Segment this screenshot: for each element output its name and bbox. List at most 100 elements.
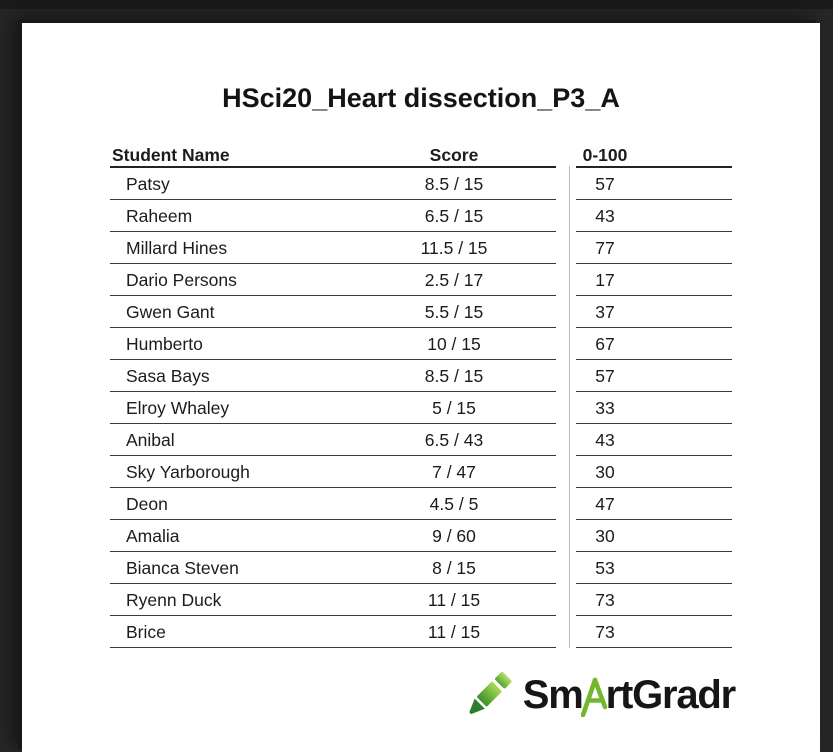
- row-main-cells: Raheem 6.5 / 15: [110, 200, 556, 232]
- column-gap: [556, 140, 576, 168]
- column-gap: [556, 168, 576, 200]
- student-name-cell: Amalia: [126, 526, 180, 546]
- row-main-cells: Humberto 10 / 15: [110, 328, 556, 360]
- student-name-cell: Millard Hines: [126, 238, 228, 258]
- score-cell: 2.5 / 17: [424, 270, 484, 290]
- scaled-score-cell: 57: [576, 360, 732, 392]
- scaled-score-cell: 73: [576, 616, 732, 648]
- pen-icon: [469, 671, 512, 715]
- score-cell: 10 / 15: [427, 334, 481, 354]
- column-gap: [556, 488, 576, 520]
- header-main-cells: Student Name Score: [110, 140, 556, 168]
- scaled-score-cell: 37: [576, 296, 732, 328]
- row-main-cells: Sasa Bays 8.5 / 15: [110, 360, 556, 392]
- logo-text-pre: Sm: [522, 672, 584, 717]
- logo-text-post: rtGradr: [605, 672, 737, 717]
- score-cell: 6.5 / 15: [424, 206, 484, 226]
- column-gap: [556, 520, 576, 552]
- table-row: Humberto 10 / 15 67: [110, 328, 732, 360]
- student-name-cell: Gwen Gant: [126, 302, 215, 322]
- column-gap: [556, 360, 576, 392]
- student-name-cell: Dario Persons: [126, 270, 237, 290]
- smartgradr-logo: Sm rtGradr: [22, 664, 737, 726]
- column-gap: [556, 584, 576, 616]
- row-main-cells: Brice 11 / 15: [110, 616, 556, 648]
- table-row: Amalia 9 / 60 30: [110, 520, 732, 552]
- table-header-row: Student Name Score 0-100: [110, 140, 732, 168]
- table-row: Deon 4.5 / 5 47: [110, 488, 732, 520]
- student-name-cell: Bianca Steven: [126, 558, 239, 578]
- table-row: Dario Persons 2.5 / 17 17: [110, 264, 732, 296]
- student-name-cell: Ryenn Duck: [126, 590, 222, 610]
- score-cell: 9 / 60: [432, 526, 476, 546]
- table-row: Gwen Gant 5.5 / 15 37: [110, 296, 732, 328]
- table-row: Millard Hines 11.5 / 15 77: [110, 232, 732, 264]
- scaled-score-cell: 67: [576, 328, 732, 360]
- header-student-name: Student Name: [112, 145, 230, 165]
- column-gap: [556, 328, 576, 360]
- table-row: Elroy Whaley 5 / 15 33: [110, 392, 732, 424]
- student-name-cell: Elroy Whaley: [126, 398, 230, 418]
- table-row: Ryenn Duck 11 / 15 73: [110, 584, 732, 616]
- scaled-score-cell: 47: [576, 488, 732, 520]
- student-name-cell: Anibal: [126, 430, 175, 450]
- score-cell: 4.5 / 5: [429, 494, 479, 514]
- score-cell: 8.5 / 15: [424, 174, 484, 194]
- score-cell: 8 / 15: [432, 558, 476, 578]
- column-gap: [556, 296, 576, 328]
- table-row: Anibal 6.5 / 43 43: [110, 424, 732, 456]
- grade-table: Student Name Score 0-100 Patsy 8.5 / 15 …: [110, 140, 732, 648]
- header-score: Score: [429, 145, 479, 165]
- row-main-cells: Sky Yarborough 7 / 47: [110, 456, 556, 488]
- scaled-score-cell: 17: [576, 264, 732, 296]
- scaled-score-cell: 30: [576, 456, 732, 488]
- page-title: HSci20_Heart dissection_P3_A: [222, 83, 620, 113]
- row-main-cells: Dario Persons 2.5 / 17: [110, 264, 556, 296]
- table-body: Patsy 8.5 / 15 57 Raheem 6.5 / 15 43: [110, 168, 732, 648]
- scaled-score-cell: 77: [576, 232, 732, 264]
- table-row: Sky Yarborough 7 / 47 30: [110, 456, 732, 488]
- student-name-cell: Deon: [126, 494, 168, 514]
- scaled-score-cell: 30: [576, 520, 732, 552]
- column-gap: [556, 264, 576, 296]
- student-name-cell: Sky Yarborough: [126, 462, 250, 482]
- column-gap: [556, 424, 576, 456]
- column-gap: [556, 232, 576, 264]
- row-main-cells: Bianca Steven 8 / 15: [110, 552, 556, 584]
- scaled-score-cell: 57: [576, 168, 732, 200]
- table-row: Sasa Bays 8.5 / 15 57: [110, 360, 732, 392]
- header-scaled-score: 0-100: [576, 140, 732, 168]
- logo-letter-a-icon: [580, 677, 607, 717]
- student-name-cell: Brice: [126, 622, 166, 642]
- document-page: HSci20_Heart dissection_P3_A Student Nam…: [22, 23, 820, 752]
- scaled-score-cell: 43: [576, 200, 732, 232]
- column-divider-line: [569, 166, 570, 648]
- score-cell: 5 / 15: [432, 398, 476, 418]
- score-cell: 6.5 / 43: [424, 430, 484, 450]
- scaled-score-cell: 73: [576, 584, 732, 616]
- table-row: Patsy 8.5 / 15 57: [110, 168, 732, 200]
- column-gap: [556, 200, 576, 232]
- student-name-cell: Sasa Bays: [126, 366, 210, 386]
- student-name-cell: Humberto: [126, 334, 203, 354]
- table-row: Brice 11 / 15 73: [110, 616, 732, 648]
- row-main-cells: Anibal 6.5 / 43: [110, 424, 556, 456]
- table-row: Bianca Steven 8 / 15 53: [110, 552, 732, 584]
- row-main-cells: Elroy Whaley 5 / 15: [110, 392, 556, 424]
- column-gap: [556, 392, 576, 424]
- row-main-cells: Amalia 9 / 60: [110, 520, 556, 552]
- logo-text: Sm rtGradr: [522, 672, 737, 718]
- row-main-cells: Millard Hines 11.5 / 15: [110, 232, 556, 264]
- score-cell: 11 / 15: [427, 590, 481, 610]
- row-main-cells: Ryenn Duck 11 / 15: [110, 584, 556, 616]
- viewer-top-strip: [0, 0, 833, 9]
- column-gap: [556, 456, 576, 488]
- score-cell: 11.5 / 15: [420, 238, 488, 258]
- row-main-cells: Patsy 8.5 / 15: [110, 168, 556, 200]
- row-main-cells: Deon 4.5 / 5: [110, 488, 556, 520]
- row-main-cells: Gwen Gant 5.5 / 15: [110, 296, 556, 328]
- column-gap: [556, 616, 576, 648]
- score-cell: 8.5 / 15: [424, 366, 484, 386]
- score-cell: 7 / 47: [432, 462, 476, 482]
- table-row: Raheem 6.5 / 15 43: [110, 200, 732, 232]
